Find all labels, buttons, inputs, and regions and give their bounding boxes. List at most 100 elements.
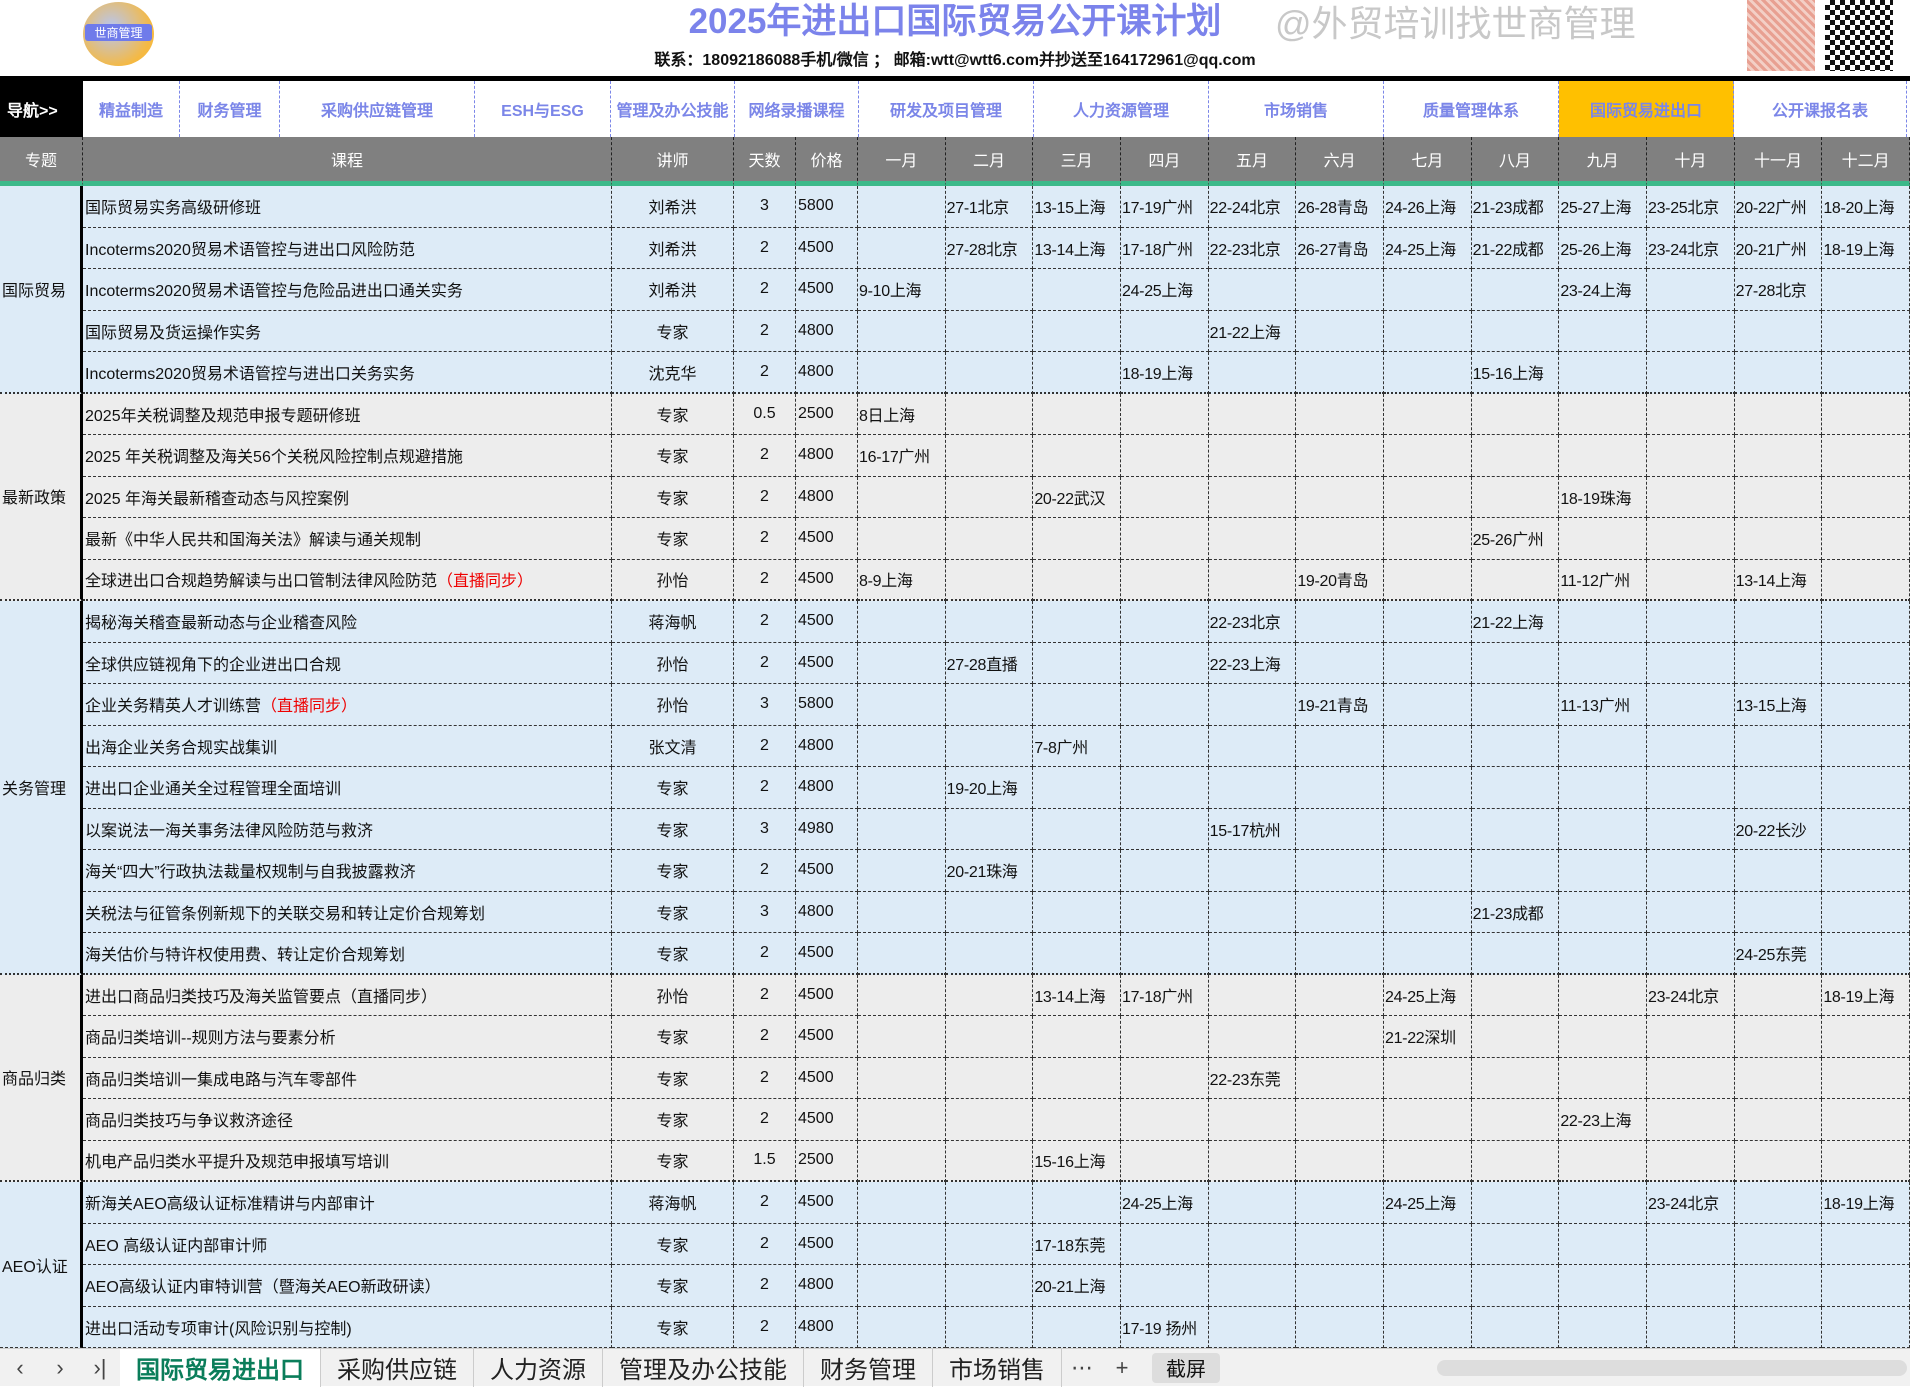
month-session-cell[interactable] <box>1822 559 1910 601</box>
month-session-cell[interactable] <box>1559 1182 1647 1224</box>
month-session-cell[interactable]: 15-17杭州 <box>1208 808 1297 850</box>
course-name-cell[interactable]: 商品归类培训--规则方法与要素分析 <box>83 1016 612 1058</box>
teacher-cell[interactable]: 专家 <box>612 476 734 518</box>
month-session-cell[interactable] <box>1559 1306 1647 1348</box>
days-cell[interactable]: 2 <box>734 1016 796 1058</box>
month-session-cell[interactable] <box>1471 684 1560 726</box>
month-session-cell[interactable] <box>945 808 1034 850</box>
month-session-cell[interactable] <box>945 1099 1034 1141</box>
days-cell[interactable]: 2 <box>734 518 796 560</box>
month-session-cell[interactable] <box>1471 767 1560 809</box>
month-session-cell[interactable] <box>1734 476 1823 518</box>
month-session-cell[interactable] <box>1296 725 1384 767</box>
month-session-cell[interactable]: 13-14上海 <box>1033 974 1121 1016</box>
month-session-cell[interactable] <box>1383 684 1472 726</box>
month-session-cell[interactable] <box>1734 1223 1823 1265</box>
month-session-cell[interactable]: 17-18广州 <box>1120 227 1209 269</box>
month-session-cell[interactable] <box>1734 352 1823 394</box>
price-cell[interactable]: 4500 <box>796 933 858 975</box>
month-session-cell[interactable]: 19-20上海 <box>945 767 1034 809</box>
month-session-cell[interactable] <box>1471 1016 1560 1058</box>
days-cell[interactable]: 2 <box>734 642 796 684</box>
month-session-cell[interactable] <box>1208 1140 1297 1182</box>
days-cell[interactable]: 2 <box>734 435 796 477</box>
days-cell[interactable]: 2 <box>734 1099 796 1141</box>
teacher-cell[interactable]: 专家 <box>612 518 734 560</box>
month-session-cell[interactable] <box>1822 269 1910 311</box>
month-session-cell[interactable] <box>858 1306 946 1348</box>
month-session-cell[interactable] <box>1208 725 1297 767</box>
price-cell[interactable]: 4500 <box>796 559 858 601</box>
nav-item[interactable]: 国际贸易进出口 <box>1559 81 1734 137</box>
month-session-cell[interactable] <box>1120 1140 1209 1182</box>
month-session-cell[interactable]: 24-25上海 <box>1383 1182 1472 1224</box>
month-session-cell[interactable]: 7-8广州 <box>1033 725 1121 767</box>
month-session-cell[interactable] <box>1471 933 1560 975</box>
month-session-cell[interactable] <box>1559 974 1647 1016</box>
month-session-cell[interactable] <box>1208 767 1297 809</box>
month-session-cell[interactable] <box>1646 1099 1735 1141</box>
month-session-cell[interactable] <box>1646 1306 1735 1348</box>
month-session-cell[interactable] <box>1471 393 1560 435</box>
month-session-cell[interactable]: 8日上海 <box>858 393 946 435</box>
nav-item[interactable]: 市场销售 <box>1209 81 1384 137</box>
month-session-cell[interactable]: 23-24北京 <box>1646 227 1735 269</box>
month-session-cell[interactable]: 27-28北京 <box>1734 269 1823 311</box>
month-session-cell[interactable]: 26-27青岛 <box>1296 227 1384 269</box>
month-session-cell[interactable] <box>1471 1140 1560 1182</box>
month-session-cell[interactable] <box>1296 933 1384 975</box>
month-session-cell[interactable]: 13-15上海 <box>1734 684 1823 726</box>
teacher-cell[interactable]: 专家 <box>612 1016 734 1058</box>
month-session-cell[interactable] <box>1296 808 1384 850</box>
month-session-cell[interactable] <box>1033 435 1121 477</box>
month-session-cell[interactable] <box>1383 559 1472 601</box>
price-cell[interactable]: 4800 <box>796 891 858 933</box>
month-session-cell[interactable] <box>1471 310 1560 352</box>
course-name-cell[interactable]: 企业关务精英人才训练营 （直播同步） <box>83 684 612 726</box>
month-session-cell[interactable] <box>1822 642 1910 684</box>
month-session-cell[interactable] <box>1822 891 1910 933</box>
price-cell[interactable]: 4500 <box>796 269 858 311</box>
nav-item[interactable]: 管理及办公技能 <box>611 81 735 137</box>
month-session-cell[interactable] <box>1559 725 1647 767</box>
month-session-cell[interactable] <box>1734 1099 1823 1141</box>
month-session-cell[interactable] <box>945 1057 1034 1099</box>
month-session-cell[interactable] <box>945 310 1034 352</box>
course-name-cell[interactable]: AEO 高级认证内部审计师 <box>83 1223 612 1265</box>
month-session-cell[interactable] <box>1559 310 1647 352</box>
month-session-cell[interactable] <box>1296 1057 1384 1099</box>
month-session-cell[interactable] <box>858 1057 946 1099</box>
month-session-cell[interactable]: 15-16上海 <box>1471 352 1560 394</box>
month-session-cell[interactable]: 24-25上海 <box>1120 1182 1209 1224</box>
month-session-cell[interactable] <box>1646 1057 1735 1099</box>
month-session-cell[interactable] <box>858 725 946 767</box>
teacher-cell[interactable]: 孙怡 <box>612 684 734 726</box>
days-cell[interactable]: 2 <box>734 559 796 601</box>
days-cell[interactable]: 2 <box>734 269 796 311</box>
month-session-cell[interactable] <box>1822 1057 1910 1099</box>
month-session-cell[interactable] <box>1296 269 1384 311</box>
month-session-cell[interactable] <box>1208 850 1297 892</box>
month-session-cell[interactable] <box>1033 767 1121 809</box>
month-session-cell[interactable] <box>1646 559 1735 601</box>
month-session-cell[interactable] <box>1296 1306 1384 1348</box>
month-session-cell[interactable]: 15-16上海 <box>1033 1140 1121 1182</box>
month-session-cell[interactable] <box>1296 642 1384 684</box>
course-name-cell[interactable]: 2025 年关税调整及海关56个关税风险控制点规避措施 <box>83 435 612 477</box>
course-name-cell[interactable]: Incoterms2020贸易术语管控与进出口关务实务 <box>83 352 612 394</box>
price-cell[interactable]: 4800 <box>796 435 858 477</box>
month-session-cell[interactable]: 20-22长沙 <box>1734 808 1823 850</box>
month-session-cell[interactable] <box>945 269 1034 311</box>
days-cell[interactable]: 2 <box>734 767 796 809</box>
month-session-cell[interactable] <box>1559 518 1647 560</box>
month-session-cell[interactable] <box>1559 767 1647 809</box>
month-session-cell[interactable] <box>1822 476 1910 518</box>
horizontal-scrollbar[interactable] <box>1437 1360 1907 1376</box>
month-session-cell[interactable] <box>858 1223 946 1265</box>
price-cell[interactable]: 4800 <box>796 767 858 809</box>
month-session-cell[interactable] <box>1559 1057 1647 1099</box>
month-session-cell[interactable] <box>1559 808 1647 850</box>
month-session-cell[interactable] <box>1383 725 1472 767</box>
course-name-cell[interactable]: 海关估价与特许权使用费、转让定价合规筹划 <box>83 933 612 975</box>
month-session-cell[interactable]: 11-13广州 <box>1559 684 1647 726</box>
